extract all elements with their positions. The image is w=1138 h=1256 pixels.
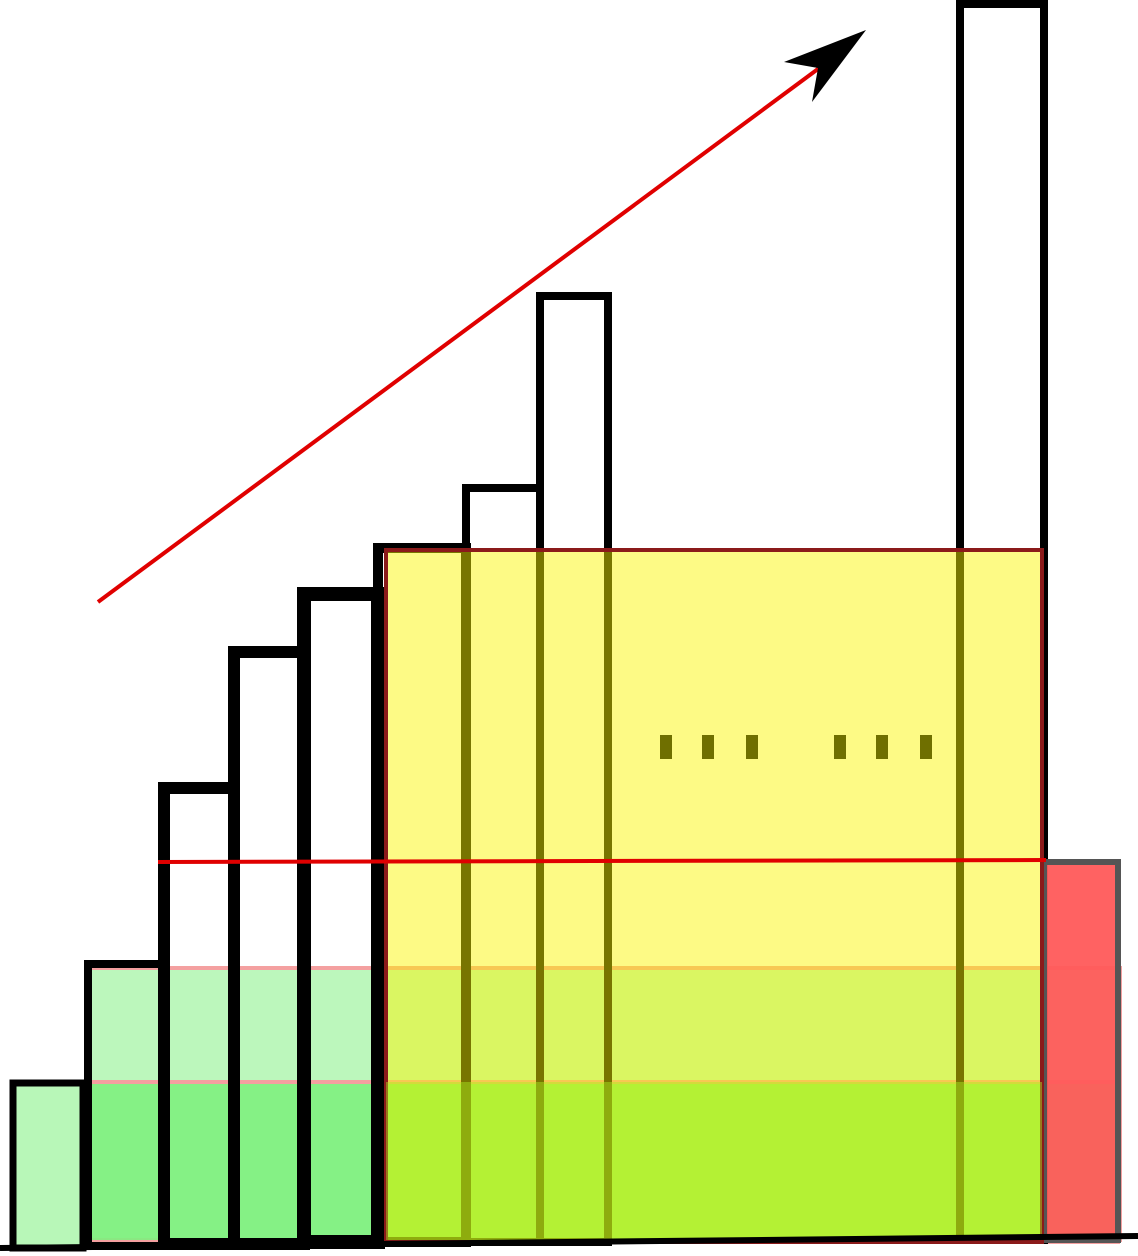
trend-arrow-line (96, 64, 824, 604)
threshold-line (157, 858, 1047, 864)
ellipsis-left (660, 735, 758, 759)
rect-green-overlay (386, 1082, 1042, 1240)
rect-green (10, 1080, 1120, 1244)
bar-1 (9, 1079, 87, 1252)
arrowhead-icon (784, 30, 866, 102)
rect-red (1041, 859, 1121, 1243)
baseline (0, 1233, 1138, 1251)
ellipsis-right (834, 735, 932, 759)
rect-yellow (384, 548, 1044, 1244)
